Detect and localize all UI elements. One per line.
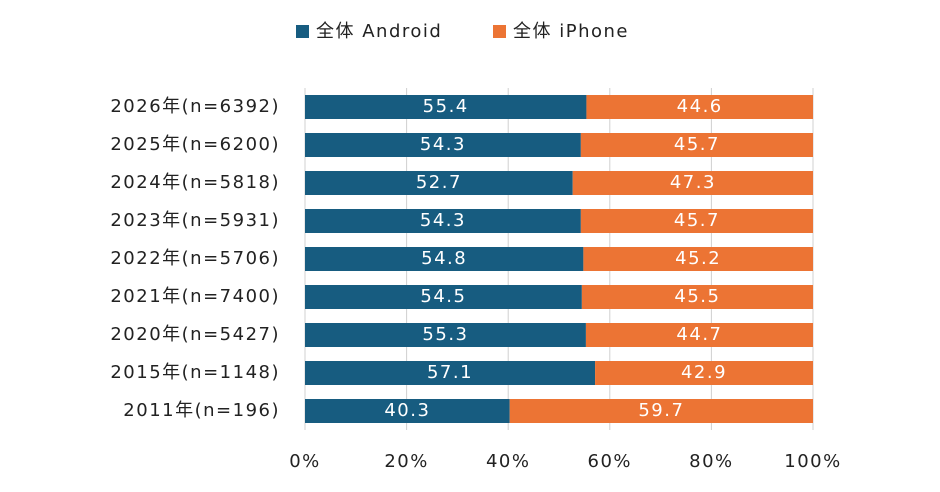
- bar-segment: [305, 361, 596, 385]
- bar-segment: [305, 95, 587, 119]
- y-tick-label: 2011年(n=196): [123, 400, 280, 421]
- bar-segment: [572, 171, 813, 195]
- bar-segment: [305, 285, 582, 309]
- data-label: 47.3: [670, 172, 716, 193]
- y-tick-label: 2023年(n=5931): [110, 210, 280, 231]
- data-label: 54.5: [420, 286, 466, 307]
- data-label: 54.3: [420, 134, 466, 155]
- bar-segment: [305, 399, 510, 423]
- y-tick-label: 2024年(n=5818): [110, 172, 280, 193]
- legend-label: 全体 iPhone: [513, 21, 629, 42]
- legend: 全体 Android 全体 iPhone: [296, 21, 629, 42]
- y-tick-label: 2015年(n=1148): [110, 362, 280, 383]
- bar-segment: [305, 171, 573, 195]
- bar-segment: [509, 399, 813, 423]
- data-label: 40.3: [384, 400, 430, 421]
- data-label: 45.2: [675, 248, 721, 269]
- bar-segment: [305, 209, 581, 233]
- x-tick-label: 100%: [784, 451, 841, 472]
- data-label: 57.1: [427, 362, 473, 383]
- x-tick-label: 0%: [289, 451, 321, 472]
- bar-segment: [595, 361, 813, 385]
- bar-segment: [581, 285, 813, 309]
- data-label: 45.7: [674, 210, 720, 231]
- bar-segment: [585, 323, 813, 347]
- data-label: 54.3: [420, 210, 466, 231]
- legend-swatch: [296, 25, 309, 38]
- bar-segment: [583, 247, 813, 271]
- data-label: 54.8: [421, 248, 467, 269]
- x-tick-label: 40%: [486, 451, 531, 472]
- y-tick-label: 2026年(n=6392): [110, 96, 280, 117]
- y-tick-label: 2025年(n=6200): [110, 134, 280, 155]
- data-label: 44.7: [676, 324, 722, 345]
- data-label: 59.7: [638, 400, 684, 421]
- x-tick-label: 60%: [588, 451, 633, 472]
- bar-segment: [305, 323, 586, 347]
- legend-swatch: [493, 25, 506, 38]
- x-tick-label: 20%: [384, 451, 429, 472]
- y-tick-label: 2021年(n=7400): [110, 286, 280, 307]
- bar-segment: [580, 133, 813, 157]
- y-tick-label: 2022年(n=5706): [110, 248, 280, 269]
- y-tick-label: 2020年(n=5427): [110, 324, 280, 345]
- data-label: 55.4: [423, 96, 469, 117]
- bar-segment: [586, 95, 813, 119]
- data-label: 52.7: [416, 172, 462, 193]
- x-tick-label: 80%: [689, 451, 734, 472]
- data-label: 45.5: [674, 286, 720, 307]
- data-label: 45.7: [674, 134, 720, 155]
- data-label: 55.3: [422, 324, 468, 345]
- bar-segment: [580, 209, 813, 233]
- bar-segment: [305, 247, 584, 271]
- data-label: 42.9: [681, 362, 727, 383]
- data-label: 44.6: [677, 96, 723, 117]
- legend-label: 全体 Android: [316, 21, 442, 42]
- bar-segment: [305, 133, 581, 157]
